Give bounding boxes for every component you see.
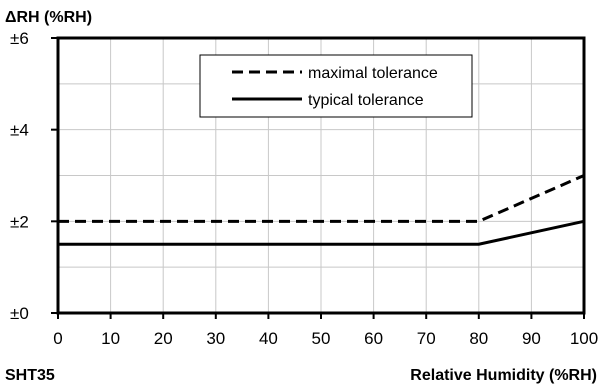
y-tick-label: ±0 (10, 304, 29, 323)
y-tick-label: ±6 (10, 29, 29, 48)
x-tick-label: 100 (570, 329, 598, 348)
x-tick-label: 0 (53, 329, 62, 348)
series-line-maximal (58, 174, 585, 223)
legend-box (199, 54, 473, 118)
y-axis-title: ΔRH (%RH) (5, 9, 92, 26)
x-tick-labels: 0 10 20 30 40 50 60 70 80 90 100 (53, 313, 598, 348)
x-tick-label: 50 (312, 329, 331, 348)
legend-label: maximal tolerance (308, 65, 438, 82)
x-tick-label: 20 (154, 329, 173, 348)
x-tick-label: 90 (522, 329, 541, 348)
y-tick-label: ±4 (10, 121, 29, 140)
y-tick-labels: ±0 ±2 ±4 ±6 (10, 29, 58, 323)
x-tick-label: 40 (259, 329, 278, 348)
chart-footer-label: SHT35 (5, 367, 55, 384)
x-tick-label: 10 (101, 329, 120, 348)
x-tick-label: 80 (469, 329, 488, 348)
x-tick-label: 60 (364, 329, 383, 348)
legend-label: typical tolerance (308, 92, 424, 109)
x-axis-title: Relative Humidity (%RH) (410, 367, 597, 384)
series-line-typical (58, 219, 585, 246)
x-tick-label: 30 (206, 329, 225, 348)
legend: maximal tolerance typical tolerance (199, 54, 473, 118)
series-group (58, 174, 585, 246)
x-tick-label: 70 (417, 329, 436, 348)
y-tick-label: ±2 (10, 212, 29, 231)
